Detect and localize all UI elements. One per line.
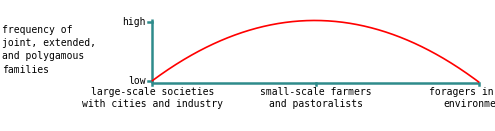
Text: frequency of
joint, extended,
and polygamous
families: frequency of joint, extended, and polyga… <box>2 25 97 75</box>
Text: high: high <box>122 17 146 27</box>
Text: low: low <box>128 76 146 86</box>
Text: small-scale farmers
and pastoralists: small-scale farmers and pastoralists <box>260 87 371 109</box>
Text: foragers in harsh
environments: foragers in harsh environments <box>429 87 495 109</box>
Text: large-scale societies
with cities and industry: large-scale societies with cities and in… <box>82 87 223 109</box>
